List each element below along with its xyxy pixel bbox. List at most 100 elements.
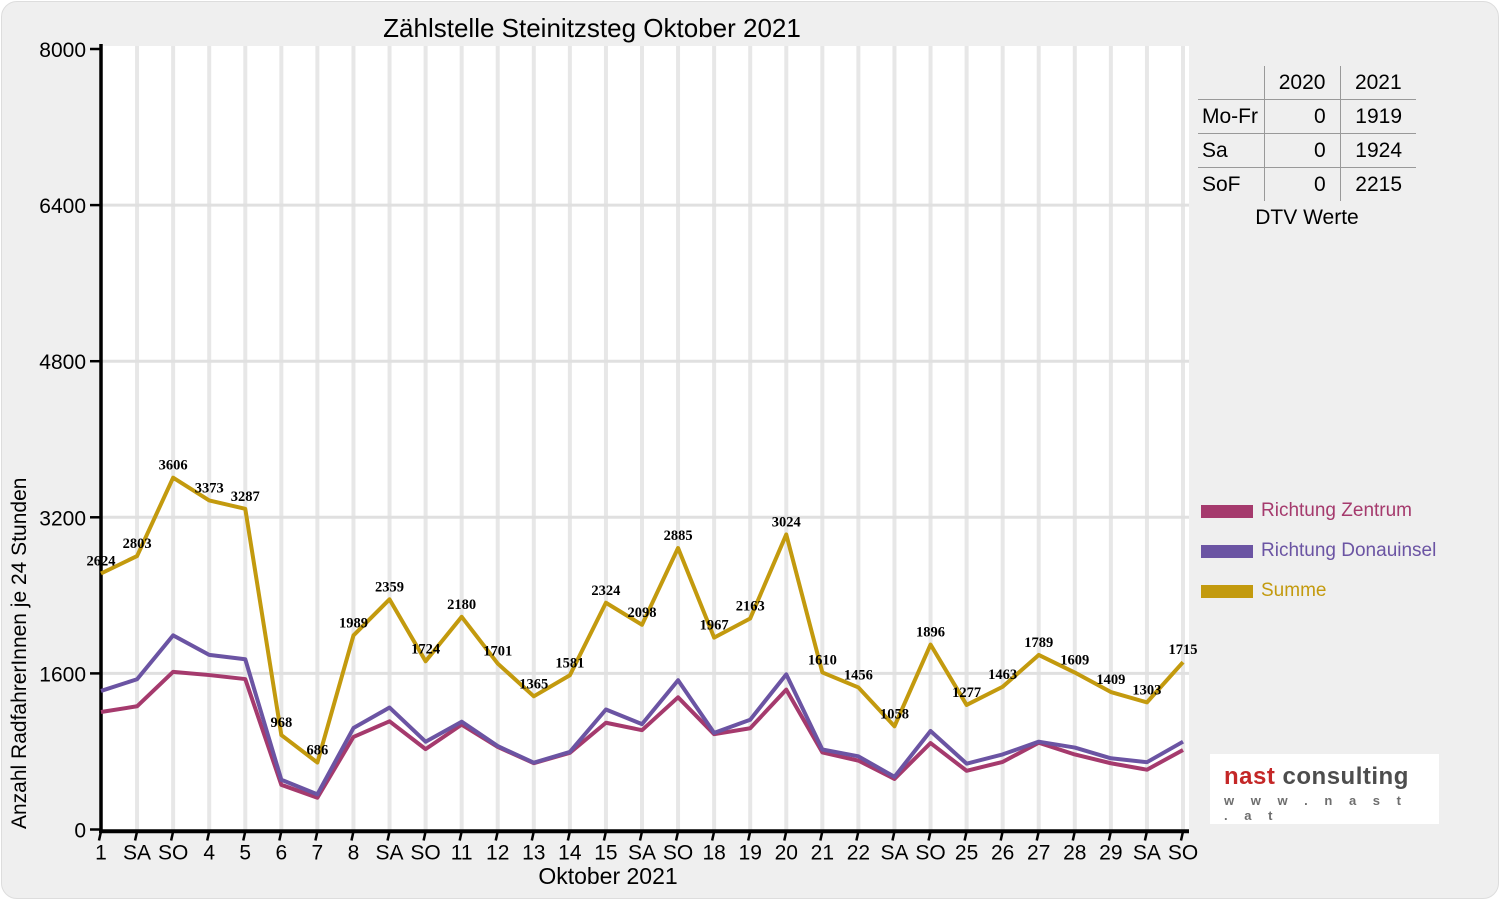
- legend-item-summe: Summe: [1201, 571, 1436, 611]
- data-point-label: 2624: [87, 553, 116, 569]
- x-tick-label: SO: [1168, 842, 1198, 865]
- nast-consulting-logo: nast consulting w w w . n a s t . a t: [1210, 754, 1439, 824]
- x-tick: [638, 831, 644, 841]
- data-point-label: 2885: [664, 528, 693, 544]
- x-tick: [494, 831, 499, 841]
- table-header-row: 2020 2021: [1198, 66, 1416, 100]
- data-point-label: 1715: [1169, 642, 1198, 658]
- data-point-label: 1058: [880, 706, 909, 722]
- legend-label: Summe: [1261, 580, 1327, 601]
- series-line-richtung-zentrum: [100, 669, 1184, 800]
- x-tick-label: 15: [594, 842, 617, 865]
- x-tick-label: 26: [991, 842, 1014, 865]
- dtv-summary-table: 2020 2021 Mo-Fr 0 1919 Sa 0 1924 SoF 0 2…: [1198, 66, 1416, 230]
- x-tick: [278, 831, 283, 841]
- data-point-label: 3373: [195, 480, 224, 496]
- chart-title: Zählstelle Steinitzsteg Oktober 2021: [383, 13, 801, 43]
- x-tick: [783, 831, 788, 841]
- x-tick: [927, 831, 932, 841]
- x-tick: [674, 831, 680, 841]
- data-point-label: 2803: [123, 536, 152, 552]
- empty-header-cell: [1198, 66, 1264, 100]
- x-tick-label: SA: [376, 842, 404, 865]
- data-point-label: 1724: [411, 641, 440, 657]
- y-axis-label: Anzahl RadfahrerInnen je 24 Stunden: [8, 477, 31, 829]
- data-point-label: 1789: [1024, 635, 1053, 651]
- chart-legend: Richtung Zentrum Richtung Donauinsel Sum…: [1201, 491, 1436, 611]
- x-tick-label: 13: [522, 842, 545, 865]
- x-tick: [1143, 831, 1149, 841]
- x-tick-label: SO: [915, 842, 945, 865]
- x-tick-label: 14: [558, 842, 582, 865]
- x-tick-label: 28: [1063, 842, 1086, 865]
- x-tick: [133, 831, 139, 841]
- x-tick-label: 12: [486, 842, 509, 865]
- zentrum-color-swatch: [1201, 504, 1253, 518]
- x-tick-label: 4: [203, 842, 215, 865]
- logo-wordmark: nast consulting: [1224, 764, 1427, 790]
- x-tick: [963, 831, 968, 841]
- x-tick: [386, 831, 391, 841]
- series-line-summe: [100, 475, 1185, 765]
- legend-item-donauinsel: Richtung Donauinsel: [1201, 531, 1436, 571]
- y-tick-label: 3200: [39, 507, 86, 530]
- x-tick-label: 11: [451, 842, 473, 865]
- x-tick-label: 7: [312, 842, 324, 865]
- data-point-label: 1989: [339, 615, 368, 631]
- x-tick: [242, 831, 247, 841]
- x-tick-label: 22: [847, 842, 870, 865]
- row-label: SoF: [1202, 172, 1241, 196]
- table-row: SoF 0 2215: [1198, 167, 1416, 201]
- x-tick: [530, 831, 536, 841]
- table-row: Mo-Fr 0 1919: [1198, 99, 1416, 134]
- data-point-label: 1456: [844, 667, 873, 683]
- x-tick: [710, 831, 716, 841]
- x-tick: [819, 831, 824, 841]
- x-tick: [169, 831, 175, 841]
- x-tick-label: SO: [663, 842, 693, 865]
- data-point-label: 3606: [159, 458, 188, 474]
- x-tick-label: 25: [955, 842, 978, 865]
- x-tick-label: 18: [702, 842, 725, 865]
- data-point-label: 3287: [231, 489, 260, 505]
- legend-label: Richtung Zentrum: [1261, 500, 1413, 521]
- data-point-label: 2180: [447, 597, 476, 613]
- x-tick: [314, 831, 319, 841]
- x-tick-label: SA: [628, 842, 656, 865]
- x-tick: [602, 831, 608, 841]
- x-tick-label: 6: [275, 842, 287, 865]
- x-tick-label: 5: [239, 842, 251, 865]
- data-point-label: 968: [270, 715, 292, 731]
- data-point-label: 1896: [916, 625, 945, 641]
- y-tick-label: 8000: [39, 39, 86, 62]
- x-tick: [97, 831, 103, 841]
- logo-brand-primary: nast: [1224, 763, 1276, 790]
- x-tick: [422, 831, 427, 841]
- data-point-label: 2098: [628, 605, 657, 621]
- data-point-label: 1701: [483, 644, 512, 660]
- x-tick-label: 27: [1027, 842, 1050, 865]
- data-point-label: 1365: [519, 676, 548, 692]
- x-tick: [1035, 831, 1040, 841]
- col-header-2020: 2020: [1263, 66, 1341, 100]
- data-point-label: 686: [307, 743, 329, 759]
- data-point-label: 1463: [988, 667, 1017, 683]
- value-2021: 1919: [1339, 99, 1416, 134]
- x-tick-label: 29: [1099, 842, 1122, 865]
- col-header-2021: 2021: [1339, 66, 1416, 100]
- value-2020: 0: [1263, 99, 1341, 134]
- data-point-label: 1609: [1060, 653, 1089, 669]
- x-tick: [1107, 831, 1113, 841]
- value-2021: 1924: [1339, 133, 1416, 168]
- data-point-label: 1967: [700, 618, 729, 634]
- logo-url: w w w . n a s t . a t: [1224, 793, 1408, 823]
- data-point-label: 3024: [772, 514, 801, 530]
- value-2021: 2215: [1339, 167, 1416, 201]
- legend-label: Richtung Donauinsel: [1261, 540, 1437, 561]
- x-axis-label: Oktober 2021: [538, 863, 678, 889]
- data-point-label: 1277: [952, 685, 981, 701]
- x-tick-label: 19: [739, 842, 762, 865]
- x-tick: [566, 831, 572, 841]
- y-tick-label: 4800: [39, 351, 86, 374]
